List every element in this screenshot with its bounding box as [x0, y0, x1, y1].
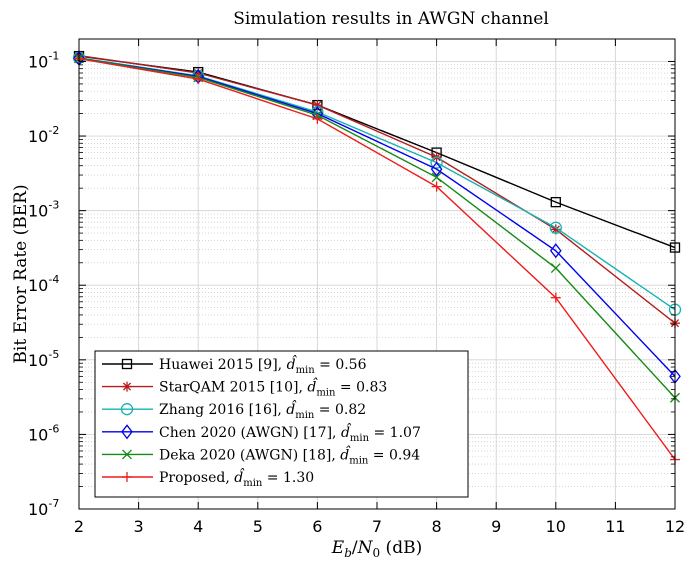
legend-label: StarQAM 2015 [10], d̂min = 0.83: [159, 377, 387, 399]
legend-label: Zhang 2016 [16], d̂min = 0.82: [159, 399, 366, 421]
x-tick-label: 8: [432, 517, 442, 536]
x-tick-label: 10: [546, 517, 566, 536]
y-tick-label: 10-5: [28, 348, 59, 370]
chart-title: Simulation results in AWGN channel: [233, 9, 549, 29]
x-axis-label: Eb/N0 (dB): [331, 538, 422, 560]
y-tick-label: 10-7: [28, 497, 59, 519]
series-line: [78, 57, 676, 399]
y-tick-labels: 10-1 10-2 10-3 10-4 10-5 10-6 10-7: [28, 49, 59, 519]
legend-item: Proposed, d̂min = 1.30: [102, 467, 314, 489]
y-tick-label: 10-3: [28, 199, 59, 221]
x-tick-labels: 2 3 4 5 6 7 8 9 10 11 12: [74, 517, 685, 536]
data-point: [549, 243, 562, 259]
data-point: [193, 74, 204, 85]
legend-item: Zhang 2016 [16], d̂min = 0.82: [102, 399, 366, 421]
legend-label: Proposed, d̂min = 1.30: [159, 467, 314, 489]
data-point: [549, 221, 562, 234]
axis-ticks: [78, 38, 676, 510]
series-line: [78, 54, 676, 324]
legend-item: Huawei 2015 [9], d̂min = 0.56: [102, 354, 367, 376]
legend-label: Deka 2020 (AWGN) [18], d̂min = 0.94: [159, 444, 420, 466]
y-axis-label: Bit Error Rate (BER): [11, 184, 31, 363]
legend-label: Huawei 2015 [9], d̂min = 0.56: [159, 354, 367, 376]
legend-marker: [122, 381, 132, 392]
legend-item: StarQAM 2015 [10], d̂min = 0.83: [102, 377, 387, 399]
legend-label: Chen 2020 (AWGN) [17], d̂min = 1.07: [159, 422, 421, 444]
legend-marker: [122, 472, 132, 482]
y-tick-label: 10-2: [28, 124, 59, 146]
y-tick-label: 10-4: [28, 273, 59, 295]
data-point: [550, 292, 561, 303]
legend-item: Chen 2020 (AWGN) [17], d̂min = 1.07: [102, 422, 421, 444]
data-point: [430, 161, 443, 177]
data-point: [550, 263, 561, 273]
series-line: [78, 57, 676, 460]
data-point: [430, 156, 443, 169]
x-tick-label: 2: [74, 517, 84, 536]
x-tick-label: 3: [134, 517, 144, 536]
data-point: [431, 172, 442, 183]
x-tick-label: 4: [193, 517, 203, 536]
legend-item: Deka 2020 (AWGN) [18], d̂min = 0.94: [102, 444, 420, 466]
legend-marker: [122, 449, 132, 460]
legend-marker: [121, 358, 133, 370]
x-tick-label: 12: [665, 517, 685, 536]
x-tick-label: 6: [312, 517, 322, 536]
x-tick-label: 11: [605, 517, 625, 536]
data-point: [431, 181, 442, 192]
series-line: [78, 57, 676, 377]
legend-box: [94, 350, 469, 498]
x-tick-label: 5: [253, 517, 263, 536]
legend-marker: [120, 403, 134, 416]
data-point: [550, 196, 561, 208]
data-point: [312, 113, 323, 124]
x-tick-label: 9: [491, 517, 501, 536]
y-tick-label: 10-1: [28, 49, 59, 71]
y-tick-label: 10-6: [28, 422, 59, 444]
x-tick-label: 7: [372, 517, 382, 536]
legend-marker: [121, 424, 133, 440]
